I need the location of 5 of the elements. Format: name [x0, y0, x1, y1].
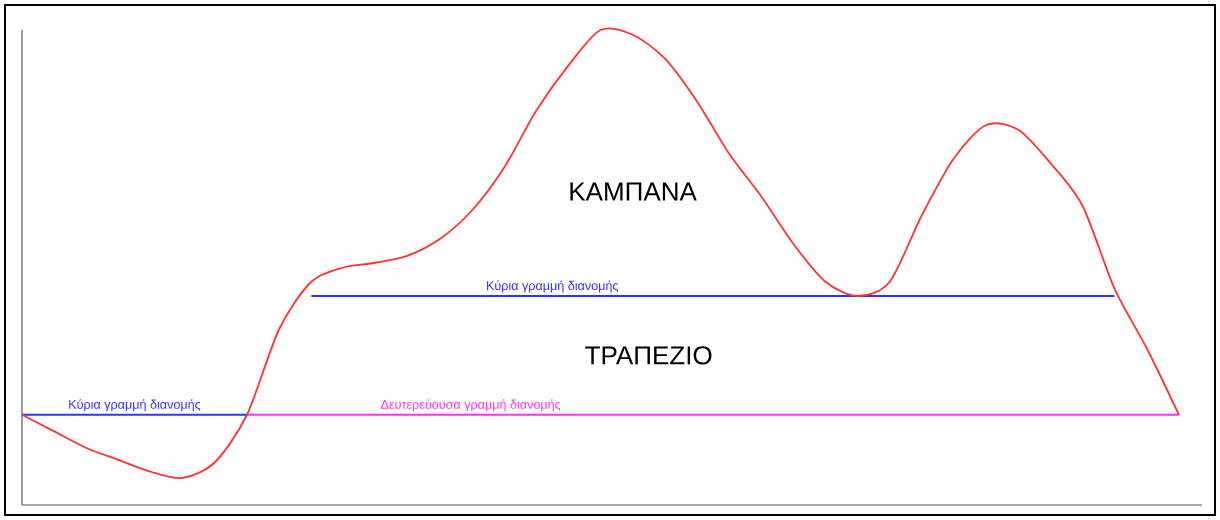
annotation: ΚΑΜΠΑΝΑ: [570, 182, 697, 201]
series-label: Κύρια γραμμή διανομής: [69, 399, 201, 412]
annotation: ΤΡΑΠΕΖΙΟ: [585, 346, 712, 365]
series-label: Δευτερεύουσα γραμμή διανομής: [380, 399, 561, 412]
series-label: Κύρια γραμμή διανομής: [486, 280, 619, 293]
